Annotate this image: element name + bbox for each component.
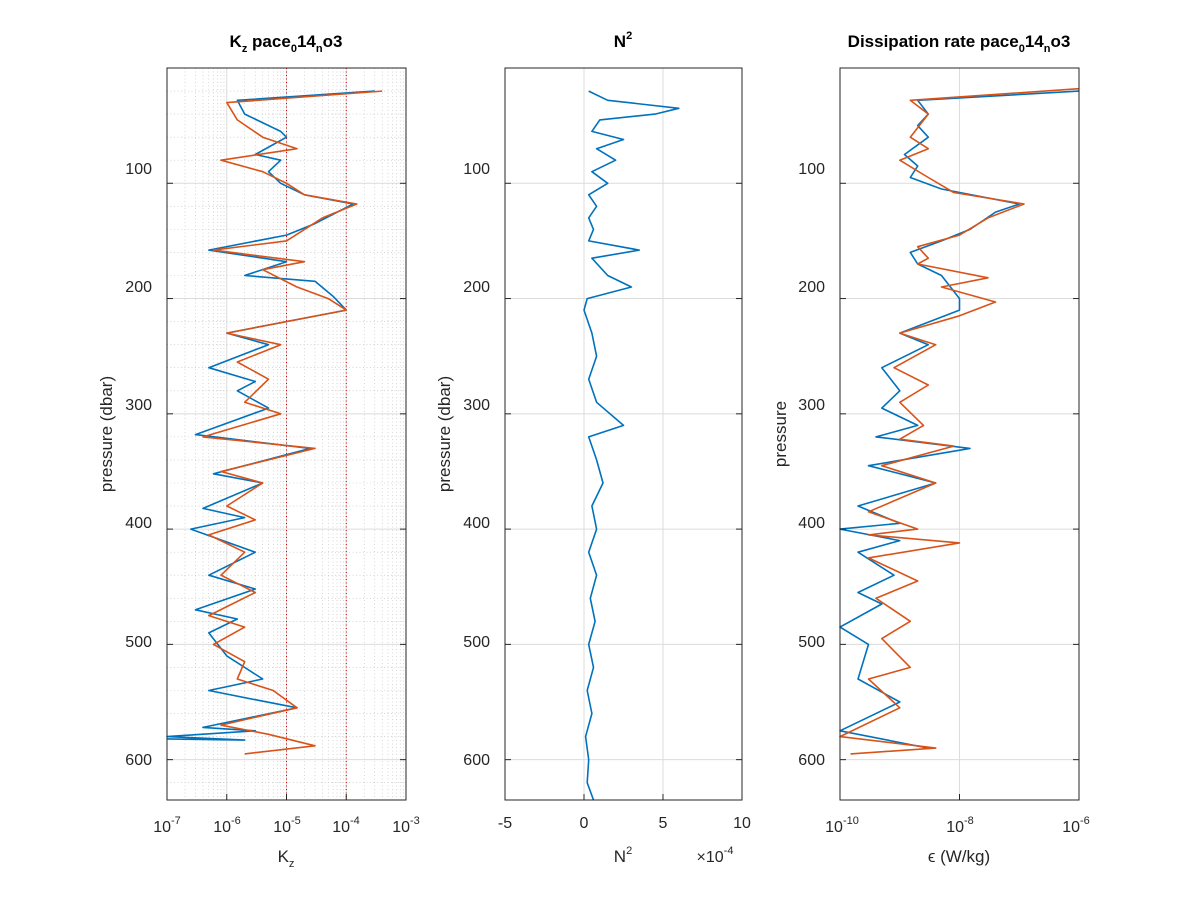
n2-xtick-label: 0	[580, 815, 589, 832]
kz-x-tick-labels: 10-7 10-6 10-5 10-4 10-3	[153, 815, 420, 836]
dissipation-grid	[839, 68, 1080, 800]
kz-xtick-label: 10-4	[332, 815, 360, 836]
dissipation-xtick-label: 10-8	[946, 815, 974, 836]
n2-panel: N2 100 200 300 400 500 600 -5 0 5 10 N2 …	[435, 30, 751, 866]
n2-panel-title: N2	[614, 30, 632, 51]
kz-panel: Kz pace014no3 100 200 300 400 500 600 10…	[97, 32, 420, 870]
dissipation-series	[839, 87, 1080, 755]
kz-series-line-2	[202, 90, 383, 755]
n2-tick-marks	[504, 182, 743, 800]
dissipation-y-tick-labels: 100 200 300 400 500 600	[798, 161, 825, 769]
dissipation-ytick-label: 300	[798, 397, 825, 414]
dissipation-series-line-2	[839, 87, 1080, 755]
kz-ytick-label: 300	[125, 397, 152, 414]
dissipation-panel: Dissipation rate pace014no3 100 200 300 …	[771, 32, 1090, 866]
n2-ytick-label: 500	[463, 634, 490, 651]
n2-series	[583, 90, 680, 801]
kz-xtick-label: 10-5	[273, 815, 301, 836]
kz-y-axis-label: pressure (dbar)	[97, 376, 116, 492]
kz-series-line-1	[166, 90, 375, 741]
n2-y-axis-label: pressure (dbar)	[435, 376, 454, 492]
n2-x-tick-labels: -5 0 5 10	[498, 815, 751, 832]
dissipation-ytick-label: 500	[798, 634, 825, 651]
kz-xtick-label: 10-7	[153, 815, 181, 836]
dissipation-ytick-label: 600	[798, 752, 825, 769]
n2-ytick-label: 100	[463, 161, 490, 178]
kz-panel-title: Kz pace014no3	[230, 32, 343, 55]
dissipation-xtick-label: 10-10	[825, 815, 859, 836]
n2-ytick-label: 600	[463, 752, 490, 769]
dissipation-series-line-1	[839, 90, 1080, 749]
dissipation-panel-title: Dissipation rate pace014no3	[848, 32, 1071, 55]
dissipation-xtick-label: 10-6	[1062, 815, 1090, 836]
n2-xtick-label: 10	[733, 815, 751, 832]
kz-reference-lines	[286, 68, 347, 800]
kz-ytick-label: 400	[125, 515, 152, 532]
n2-ytick-label: 200	[463, 279, 490, 296]
dissipation-y-axis-label: pressure	[771, 401, 790, 467]
n2-x-multiplier: ×10-4	[697, 845, 734, 866]
n2-y-tick-labels: 100 200 300 400 500 600	[463, 161, 490, 769]
kz-tick-marks	[166, 182, 407, 800]
n2-grid	[504, 68, 743, 800]
kz-x-axis-label: Kz	[278, 847, 295, 870]
kz-ytick-label: 500	[125, 634, 152, 651]
n2-xtick-label: -5	[498, 815, 512, 832]
dissipation-x-tick-labels: 10-10 10-8 10-6	[825, 815, 1090, 836]
kz-xtick-label: 10-3	[392, 815, 420, 836]
dissipation-x-axis-label: ϵ (W/kg)	[928, 847, 990, 866]
kz-ytick-label: 600	[125, 752, 152, 769]
dissipation-ytick-label: 400	[798, 515, 825, 532]
n2-axes-box	[504, 67, 743, 801]
dissipation-ytick-label: 100	[798, 161, 825, 178]
kz-grid	[166, 68, 407, 800]
n2-ytick-label: 300	[463, 397, 490, 414]
dissipation-tick-marks	[839, 182, 1080, 800]
kz-series	[166, 90, 383, 755]
kz-xtick-label: 10-6	[213, 815, 241, 836]
n2-ytick-label: 400	[463, 515, 490, 532]
kz-y-tick-labels: 100 200 300 400 500 600	[125, 161, 152, 769]
dissipation-ytick-label: 200	[798, 279, 825, 296]
kz-ytick-label: 200	[125, 279, 152, 296]
n2-series-line-1	[583, 90, 680, 801]
kz-ytick-label: 100	[125, 161, 152, 178]
n2-x-axis-label: N2	[614, 845, 632, 866]
n2-xtick-label: 5	[659, 815, 668, 832]
